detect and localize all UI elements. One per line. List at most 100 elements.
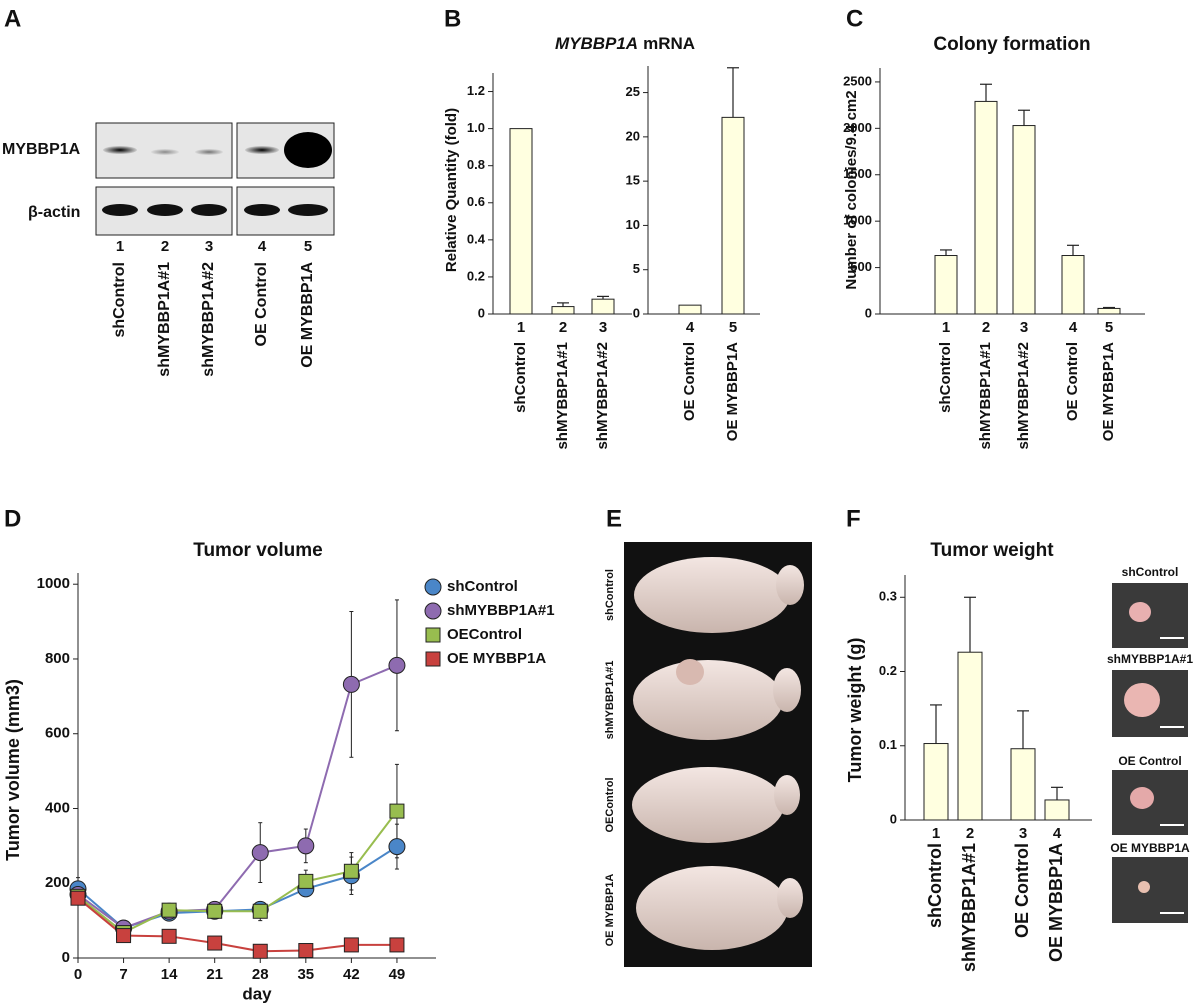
marker	[343, 863, 359, 879]
y-axis-label: Tumor volume (mm3)	[3, 679, 23, 861]
sample-label: shMYBBP1A#2	[200, 262, 217, 377]
sample-label: OE MYBBP1A	[1100, 342, 1117, 441]
panel-label: E	[606, 505, 622, 532]
category-label: 3	[599, 319, 607, 336]
x-tick-label: 14	[161, 966, 178, 983]
lane-number: 3	[205, 238, 213, 255]
y-tick-label: 1000	[37, 575, 70, 592]
sample-label: OE MYBBP1A	[299, 262, 316, 368]
y-tick-label: 1000	[843, 213, 872, 228]
y-tick-label: 1.0	[467, 120, 485, 135]
error-bar	[1067, 244, 1079, 256]
y-tick-label: 0	[62, 949, 70, 966]
marker	[297, 837, 315, 855]
bar	[1044, 799, 1070, 821]
bar	[551, 306, 575, 315]
bar	[678, 304, 702, 315]
x-tick-label: 49	[389, 966, 406, 983]
chart-title: Colony formation	[933, 34, 1090, 55]
photo-label: OE MYBBP1A	[604, 874, 616, 947]
y-tick-label: 0.2	[467, 268, 485, 283]
sample-label: OE MYBBP1A	[1046, 843, 1066, 962]
category-label: 4	[1053, 825, 1062, 842]
bar	[1061, 255, 1085, 315]
marker	[343, 937, 359, 953]
legend-label: shControl	[447, 578, 518, 595]
marker	[161, 902, 177, 918]
error-bar	[727, 67, 739, 118]
category-label: 1	[517, 319, 525, 336]
panel-label: D	[4, 505, 21, 532]
y-tick-label: 25	[626, 84, 640, 99]
lane-number: 1	[116, 238, 124, 255]
y-tick-label: 600	[45, 725, 70, 742]
sample-label: shMYBBP1A#1	[554, 342, 571, 450]
sample-label: shMYBBP1A#1	[959, 843, 979, 972]
sample-label: shMYBBP1A#2	[1015, 342, 1032, 450]
category-label: 3	[1020, 319, 1028, 336]
sample-label: shControl	[111, 262, 128, 338]
series-line	[77, 897, 397, 953]
bar	[1012, 125, 1036, 315]
marker	[207, 903, 223, 919]
y-tick-label: 1.2	[467, 83, 485, 98]
error-bar	[597, 295, 609, 300]
sample-label: OE Control	[1064, 342, 1081, 421]
legend-marker	[424, 602, 442, 620]
sample-label: shControl	[937, 342, 954, 413]
marker	[342, 675, 360, 693]
tumor-photos	[1112, 583, 1188, 923]
marker	[298, 943, 314, 959]
y-tick-label: 5	[633, 261, 640, 276]
x-tick-label: 42	[343, 966, 360, 983]
category-label: 3	[1019, 825, 1027, 842]
y-tick-label: 500	[850, 259, 872, 274]
x-tick-label: 28	[252, 966, 269, 983]
x-tick-label: 35	[297, 966, 314, 983]
marker	[116, 928, 132, 944]
sample-label: OE Control	[1012, 843, 1032, 938]
y-tick-label: 1500	[843, 166, 872, 181]
photo-label: shControl	[604, 569, 616, 621]
marker	[389, 803, 405, 819]
y-tick-label: 0.8	[467, 157, 485, 172]
category-label: 1	[942, 319, 950, 336]
sample-label: shControl	[925, 843, 945, 928]
y-tick-label: 0	[478, 305, 485, 320]
marker	[388, 656, 406, 674]
sample-label: OE Control	[253, 262, 270, 346]
series-line	[77, 845, 398, 930]
legend-label: shMYBBP1A#1	[447, 602, 555, 619]
legend-label: OEControl	[447, 626, 522, 643]
marker	[161, 928, 177, 944]
chart-title: MYBBP1A mRNA	[555, 34, 695, 53]
y-tick-label: 0.1	[879, 737, 897, 752]
category-label: 4	[686, 319, 695, 336]
mouse-photo	[624, 542, 812, 967]
lane-number: 2	[161, 238, 169, 255]
legend-marker	[425, 651, 441, 667]
bar	[591, 298, 615, 315]
photo-label: OEControl	[604, 778, 616, 833]
bar	[1010, 748, 1036, 821]
error-bar	[1017, 710, 1029, 749]
category-label: 5	[729, 319, 737, 336]
blot-row-label: β-actin	[28, 204, 80, 221]
y-tick-label: 0.3	[879, 589, 897, 604]
panel-label: C	[846, 5, 863, 32]
category-label: 2	[966, 825, 974, 842]
error-bar	[930, 704, 942, 744]
photo-label: OE Control	[1118, 754, 1181, 768]
bar	[923, 743, 949, 821]
legend-marker	[425, 627, 441, 643]
y-tick-label: 200	[45, 874, 70, 891]
category-label: 5	[1105, 319, 1113, 336]
marker	[252, 943, 268, 959]
bar	[974, 100, 998, 315]
marker	[207, 935, 223, 951]
sample-label: shControl	[512, 342, 529, 413]
marker	[389, 937, 405, 953]
y-tick-label: 10	[626, 217, 640, 232]
y-tick-label: 0.2	[879, 663, 897, 678]
